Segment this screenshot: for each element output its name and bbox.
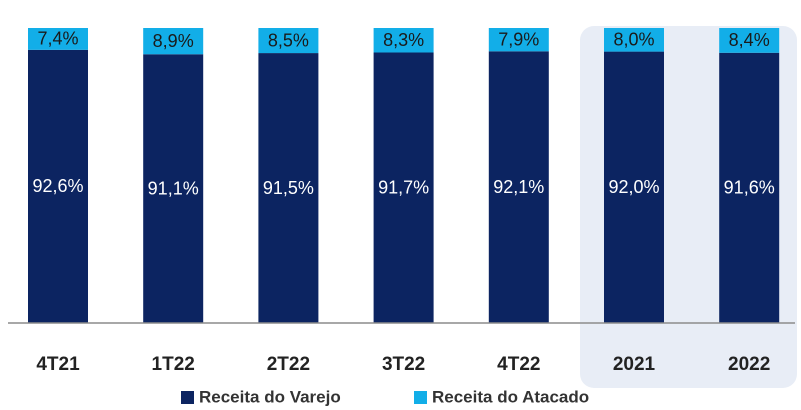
value-label: 91,7% [378, 177, 429, 197]
bar-segment [258, 53, 319, 323]
value-label: 92,0% [608, 177, 659, 197]
value-label: 92,6% [32, 176, 83, 196]
x-tick-label: 2022 [728, 354, 770, 375]
value-label: 91,6% [724, 178, 775, 198]
value-label: 7,4% [37, 29, 78, 49]
value-label: 8,4% [729, 30, 770, 50]
value-label: 8,9% [153, 31, 194, 51]
legend-label: Receita do Varejo [199, 387, 341, 406]
value-label: 92,1% [493, 177, 544, 197]
value-label: 91,1% [148, 178, 199, 198]
value-label: 8,0% [613, 30, 654, 50]
value-label: 91,5% [263, 178, 314, 198]
bar-segment [488, 28, 549, 52]
bar-segment [143, 28, 204, 55]
legend-label: Receita do Atacado [432, 387, 589, 406]
bar-segment [28, 49, 88, 323]
x-tick-label: 3T22 [382, 354, 425, 375]
x-tick-label: 4T22 [497, 354, 540, 375]
bar-segment [488, 51, 549, 324]
x-tick-label: 2T22 [267, 354, 310, 375]
legend-swatch [414, 391, 427, 404]
x-tick-label: 1T22 [152, 354, 195, 375]
bar-segment [604, 28, 664, 52]
x-tick-label: 2021 [613, 354, 656, 375]
value-label: 7,9% [498, 29, 539, 49]
bar-segment [143, 54, 204, 323]
value-label: 8,3% [383, 30, 424, 50]
bar-segment [373, 28, 434, 53]
bar-segment [719, 28, 780, 53]
x-tick-label: 4T21 [36, 354, 80, 375]
bar-segment [28, 28, 88, 50]
bar-segment [604, 51, 664, 323]
legend-swatch [181, 391, 194, 404]
bar-segment [258, 28, 319, 54]
value-label: 8,5% [268, 30, 309, 50]
bar-segment [719, 52, 780, 323]
bar-segment [373, 52, 434, 324]
